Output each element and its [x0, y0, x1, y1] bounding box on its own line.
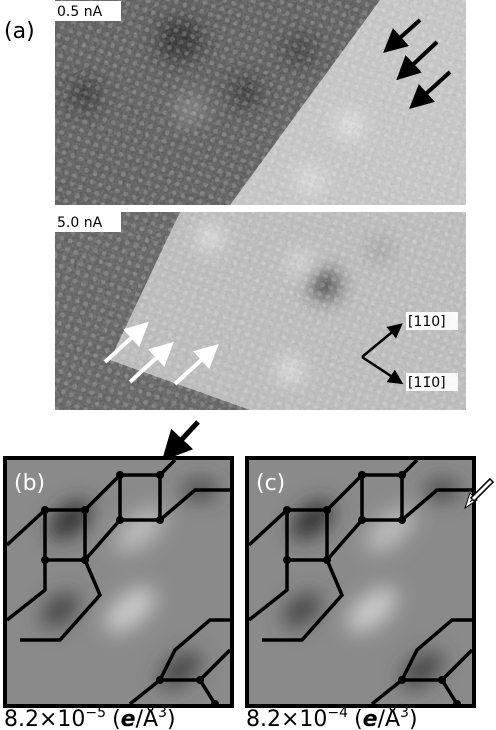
arrow — [172, 422, 198, 450]
stm-image-bottom — [55, 212, 466, 410]
caption-part: 8.2×10 — [246, 707, 327, 730]
current-label: 5.0 nA — [57, 215, 103, 231]
caption: 8.2×10−4 (e/Å3) — [246, 705, 418, 730]
caption-part: e — [363, 707, 378, 730]
caption-part: ( — [112, 707, 121, 730]
caption-part: /Å — [136, 705, 158, 730]
caption: 8.2×10−5 (e/Å3) — [4, 705, 176, 730]
caption-exponent: −5 — [85, 705, 106, 721]
caption-part: ) — [167, 707, 176, 730]
caption-part: /Å — [378, 705, 400, 730]
direction-label: [110] — [408, 314, 446, 330]
caption-exponent: 3 — [400, 705, 409, 721]
figure: (a) 0.5 nA 5.0 nA [110] [11̄0] (b) — [0, 0, 496, 730]
panel-label: (c) — [256, 471, 285, 496]
panel-label: (a) — [4, 19, 35, 44]
direction-label: [11̄0] — [408, 375, 446, 391]
caption-exponent: 3 — [158, 705, 167, 721]
stm-image-top — [55, 0, 466, 205]
caption-exponent: −4 — [327, 705, 348, 721]
caption-part: e — [121, 707, 136, 730]
caption-part: ( — [354, 707, 363, 730]
current-label: 0.5 nA — [57, 4, 103, 20]
caption-part: 8.2×10 — [4, 707, 85, 730]
panel-label: (b) — [14, 471, 45, 496]
caption-part: ) — [409, 707, 418, 730]
